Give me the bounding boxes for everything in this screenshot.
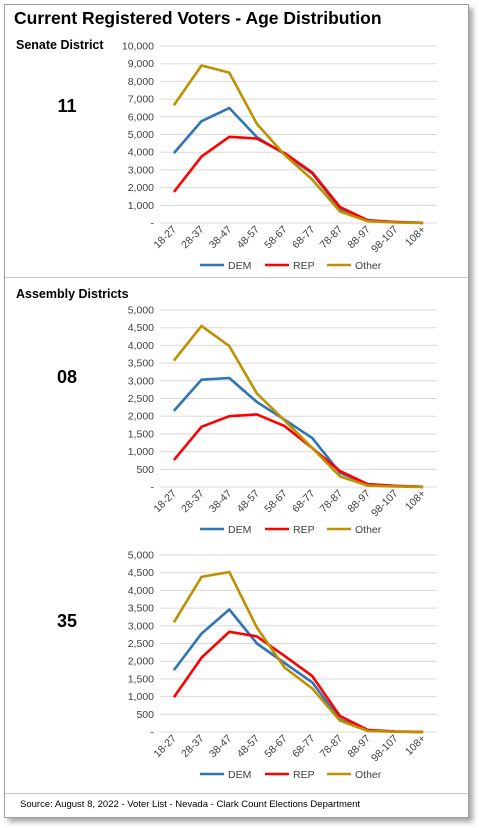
y-tick-label: 4,000 bbox=[128, 340, 154, 352]
y-tick-label: - bbox=[151, 218, 155, 230]
y-tick-label: 4,500 bbox=[128, 322, 154, 334]
x-tick-label: 48-57 bbox=[235, 733, 263, 761]
chart-frame bbox=[4, 4, 469, 818]
series-line-rep bbox=[172, 413, 424, 489]
legend-entry: Other bbox=[355, 260, 382, 272]
y-tick-label: 3,000 bbox=[128, 164, 154, 176]
y-tick-label: 5,000 bbox=[128, 129, 154, 141]
x-tick-label: 98-107 bbox=[369, 733, 401, 765]
y-tick-label: 4,000 bbox=[128, 147, 154, 159]
section-label-assembly: Assembly Districts bbox=[16, 287, 129, 301]
x-tick-label: 78-87 bbox=[318, 224, 346, 252]
y-tick-label: 2,000 bbox=[128, 656, 154, 668]
series-line-dem bbox=[172, 376, 424, 489]
x-tick-label: 38-47 bbox=[207, 224, 235, 252]
y-tick-label: 10,000 bbox=[122, 41, 154, 53]
legend-entry: REP bbox=[293, 769, 315, 781]
x-tick-label: 98-107 bbox=[369, 488, 401, 520]
x-tick-label: 48-57 bbox=[235, 224, 263, 252]
assembly-district-35-chart: - 500 1,000 1,500 2,000 2,500 3,000 3,500 4,000 4… bbox=[128, 550, 437, 781]
x-tick-label: 108+ bbox=[403, 733, 428, 758]
x-tick-label: 18-27 bbox=[151, 224, 179, 252]
assembly-district-08-chart: - 500 1,000 1,500 2,000 2,500 3,000 3,500 4,000 4… bbox=[128, 305, 437, 536]
y-tick-label: 3,000 bbox=[128, 620, 154, 632]
x-tick-label: 78-87 bbox=[318, 488, 346, 516]
y-tick-label: 500 bbox=[136, 464, 154, 476]
x-tick-label: 108+ bbox=[403, 224, 428, 249]
y-tick-label: - bbox=[151, 727, 155, 739]
district-number-senate-11: 11 bbox=[57, 96, 77, 116]
legend-entry: REP bbox=[293, 524, 315, 536]
y-tick-label: 4,500 bbox=[128, 567, 154, 579]
y-tick-label: 1,500 bbox=[128, 673, 154, 685]
x-tick-label: 58-67 bbox=[262, 733, 290, 761]
y-tick-label: 5,000 bbox=[128, 305, 154, 317]
x-tick-label: 38-47 bbox=[207, 488, 235, 516]
x-tick-label: 18-27 bbox=[151, 733, 179, 761]
y-tick-label: 1,000 bbox=[128, 446, 154, 458]
x-tick-label: 28-37 bbox=[179, 733, 207, 761]
series-line-dem bbox=[172, 608, 424, 734]
series-line-rep bbox=[172, 135, 424, 225]
y-tick-label: 1,500 bbox=[128, 428, 154, 440]
series-line-other bbox=[172, 570, 424, 734]
x-tick-label: 18-27 bbox=[151, 488, 179, 516]
y-tick-label: 7,000 bbox=[128, 94, 154, 106]
y-tick-label: - bbox=[151, 482, 155, 494]
y-tick-label: 2,500 bbox=[128, 638, 154, 650]
x-tick-label: 58-67 bbox=[262, 488, 290, 516]
x-tick-label: 78-87 bbox=[318, 733, 346, 761]
legend-entry: Other bbox=[355, 524, 382, 536]
source-note: Source: August 8, 2022 - Voter List - Ne… bbox=[20, 799, 361, 810]
series-line-other bbox=[172, 324, 424, 489]
district-number-assembly-08: 08 bbox=[56, 367, 78, 387]
y-tick-label: 2,000 bbox=[128, 182, 154, 194]
y-tick-label: 3,500 bbox=[128, 603, 154, 615]
section-divider bbox=[5, 277, 468, 278]
legend-entry: Other bbox=[355, 769, 382, 781]
series-line-other bbox=[172, 64, 424, 225]
y-tick-label: 2,500 bbox=[128, 393, 154, 405]
series-line-rep bbox=[172, 630, 424, 734]
legend-entry: DEM bbox=[228, 260, 251, 272]
x-tick-label: 68-77 bbox=[290, 488, 318, 516]
x-tick-label: 98-107 bbox=[369, 224, 401, 256]
y-tick-label: 5,000 bbox=[128, 550, 154, 562]
x-tick-label: 58-67 bbox=[262, 224, 290, 252]
y-tick-label: 6,000 bbox=[128, 111, 154, 123]
page-title: Current Registered Voters - Age Distribu… bbox=[14, 8, 382, 28]
x-tick-label: 28-37 bbox=[179, 224, 207, 252]
x-tick-label: 108+ bbox=[403, 488, 428, 513]
y-tick-label: 1,000 bbox=[128, 691, 154, 703]
y-tick-label: 2,000 bbox=[128, 411, 154, 423]
senate-district-chart: - 1,000 2,000 3,000 4,000 5,000 6,000 7,000 8,00… bbox=[122, 41, 437, 272]
district-number-assembly-35: 35 bbox=[56, 611, 78, 631]
x-tick-label: 68-77 bbox=[290, 224, 318, 252]
x-tick-label: 38-47 bbox=[207, 733, 235, 761]
legend-entry: DEM bbox=[228, 769, 251, 781]
y-tick-label: 3,000 bbox=[128, 375, 154, 387]
legend-entry: REP bbox=[293, 260, 315, 272]
x-tick-label: 28-37 bbox=[179, 488, 207, 516]
x-tick-label: 68-77 bbox=[290, 733, 318, 761]
y-tick-label: 500 bbox=[136, 709, 154, 721]
x-tick-label: 48-57 bbox=[235, 488, 263, 516]
y-tick-label: 8,000 bbox=[128, 76, 154, 88]
legend-entry: DEM bbox=[228, 524, 251, 536]
y-tick-label: 3,500 bbox=[128, 358, 154, 370]
footer-divider bbox=[5, 793, 468, 794]
y-tick-label: 1,000 bbox=[128, 200, 154, 212]
y-tick-label: 4,000 bbox=[128, 585, 154, 597]
y-tick-label: 9,000 bbox=[128, 58, 154, 70]
section-label-senate: Senate District bbox=[16, 38, 104, 52]
